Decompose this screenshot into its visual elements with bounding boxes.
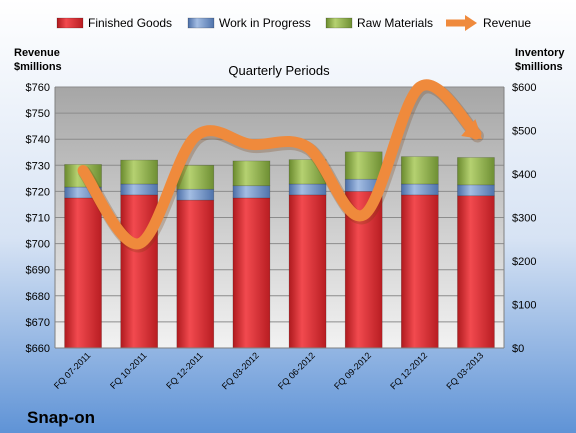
revenue-line-arrowhead (461, 119, 483, 140)
right-tick-label: $0 (512, 343, 524, 355)
revenue-line-path (77, 79, 482, 250)
legend: Finished Goods Work in Progress Raw Materi… (56, 15, 531, 31)
bar-work-in-progress (401, 183, 439, 196)
bar-finished-goods (288, 194, 327, 349)
left-tick-label: $720 (26, 186, 50, 198)
bar-finished-goods (457, 195, 495, 349)
left-tick-label: $740 (26, 134, 50, 146)
left-tick-label: $670 (26, 317, 50, 329)
revenue-line (77, 79, 484, 253)
left-tick-label: $760 (26, 82, 50, 94)
legend-swatch-work-in-progress (187, 17, 215, 29)
bar-work-in-progress (457, 184, 495, 197)
left-tick-label: $730 (26, 160, 50, 172)
legend-label-work-in-progress: Work in Progress (219, 16, 311, 30)
legend-swatch-finished-goods (56, 17, 84, 29)
bar-raw-materials (120, 159, 158, 185)
left-tick-label: $700 (26, 239, 50, 251)
bar-raw-materials (232, 160, 271, 187)
right-tick-label: $400 (512, 169, 536, 181)
company-name: Snap-on (27, 408, 95, 427)
left-tick-label: $690 (26, 265, 50, 277)
left-tick-label: $660 (26, 343, 50, 355)
bar-finished-goods (176, 199, 215, 349)
right-axis-ticks: $0 $100 $200 $300 $400 $500 $600 (512, 82, 536, 355)
left-axis-ticks: $660 $670 $680 $690 $700 $710 $720 $730 $740 $750… (26, 82, 50, 355)
legend-label-revenue: Revenue (483, 16, 531, 30)
right-tick-label: $200 (512, 256, 536, 268)
legend-label-raw-materials: Raw Materials (357, 16, 433, 30)
bar-work-in-progress (288, 183, 327, 196)
chart-title: Quarterly Periods (228, 63, 330, 78)
left-axis-title-line2: $millions (14, 61, 62, 73)
legend-swatch-raw-materials (325, 17, 353, 29)
left-tick-label: $750 (26, 108, 50, 120)
bar-raw-materials (457, 157, 495, 186)
right-tick-label: $600 (512, 82, 536, 94)
left-axis-title-line1: Revenue (14, 47, 60, 59)
bars (64, 151, 495, 349)
bar-finished-goods (232, 197, 271, 349)
bar-raw-materials (344, 151, 383, 180)
bar-finished-goods (64, 197, 102, 349)
left-tick-label: $710 (26, 213, 50, 225)
right-axis-title-line2: $millions (515, 61, 563, 73)
legend-arrow-revenue (465, 15, 477, 31)
right-axis-title-line1: Inventory (515, 47, 565, 59)
left-tick-label: $680 (26, 291, 50, 303)
bar-finished-goods (401, 194, 439, 349)
bar-work-in-progress (120, 183, 158, 196)
legend-label-finished-goods: Finished Goods (88, 16, 172, 30)
bar-work-in-progress (232, 185, 271, 199)
bar-raw-materials (401, 156, 439, 185)
right-tick-label: $100 (512, 300, 536, 312)
right-tick-label: $300 (512, 213, 536, 225)
bar-work-in-progress (176, 188, 215, 201)
right-tick-label: $500 (512, 126, 536, 138)
